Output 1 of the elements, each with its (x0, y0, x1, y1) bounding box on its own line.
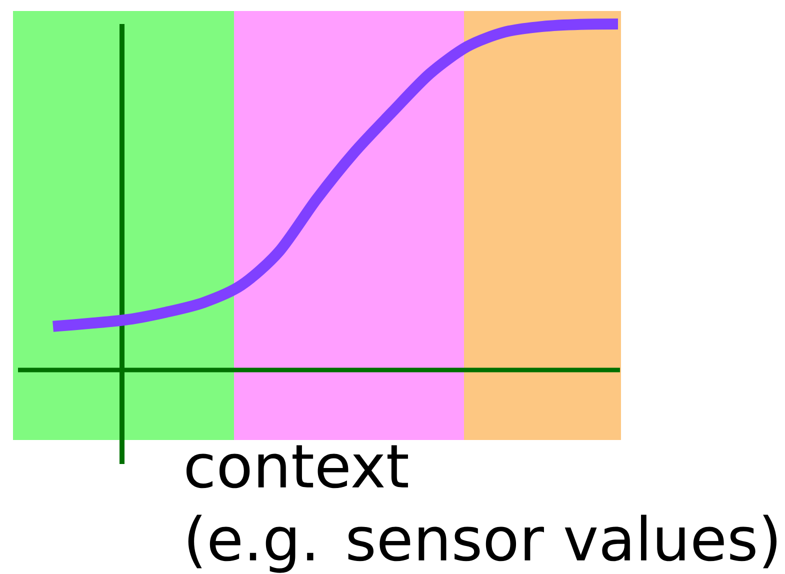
x-axis-title: context (e.g. sensor values) (186, 445, 776, 573)
